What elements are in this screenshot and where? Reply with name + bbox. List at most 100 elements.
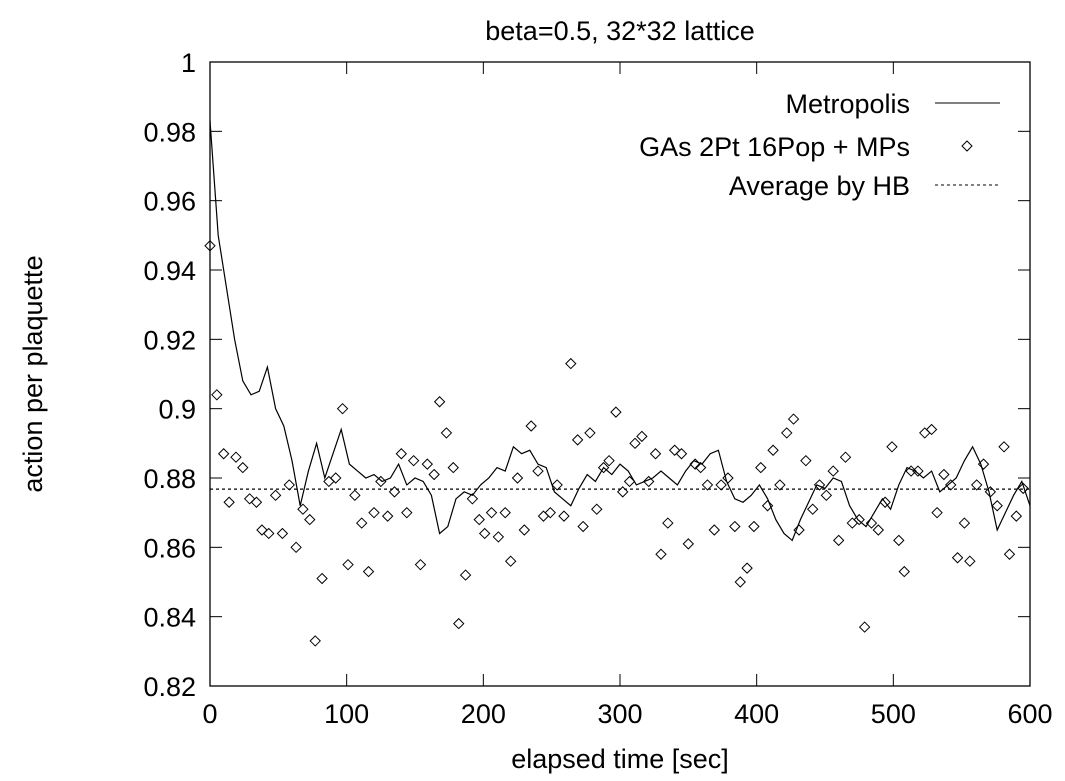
x-tick-label: 500 [871,699,916,729]
point [453,617,465,630]
point [414,558,427,571]
point [440,427,453,439]
point [362,565,375,578]
point [243,493,256,505]
point [304,513,316,526]
legend-label: GAs 2Pt 16Pop + MPs [639,132,910,162]
point [204,240,216,252]
point [499,506,511,519]
point [297,503,309,515]
point [407,454,420,467]
point [532,465,544,477]
point [806,503,819,515]
point [375,475,387,488]
point [571,434,584,446]
point [865,517,878,529]
point [938,468,950,481]
point [682,538,695,550]
point [800,454,812,467]
point [846,517,859,529]
y-axis-label: action per plaquette [18,255,48,492]
point [433,396,446,408]
point [893,534,905,547]
point [336,402,349,415]
point [518,524,531,536]
point [919,427,931,439]
point [421,458,434,470]
point [655,548,667,560]
point [597,461,610,474]
point [525,420,537,432]
point [662,517,674,529]
point [991,500,1003,512]
x-tick-label: 0 [202,699,217,729]
y-tick-label: 0.88 [143,464,196,494]
point [395,448,408,460]
point [741,562,753,574]
point [925,423,938,436]
point [708,524,721,536]
point [970,479,983,491]
x-tick-label: 600 [1007,699,1052,729]
point [701,479,714,491]
point [694,461,707,474]
y-tick-label: 0.92 [143,325,196,355]
x-tick-label: 100 [324,699,369,729]
point [642,475,655,488]
y-tick-label: 0.86 [143,533,196,563]
point [263,527,275,540]
point [447,461,459,474]
point [466,493,479,505]
point [729,520,741,533]
point [984,486,997,498]
point [603,454,615,467]
point [290,541,302,554]
point [755,461,767,474]
point [964,555,976,567]
point [636,430,648,443]
point [330,472,342,484]
point [715,479,727,491]
point [839,451,852,463]
point [675,448,688,460]
point [1010,510,1023,522]
x-tick-label: 200 [461,699,506,729]
legend-label: Metropolis [785,89,910,119]
point [577,520,589,533]
point [761,500,774,512]
point [591,503,603,515]
point [223,496,235,508]
point [511,472,524,484]
point [256,524,268,536]
point [610,406,622,418]
point [504,555,517,567]
point [912,465,924,477]
point [401,506,413,519]
y-tick-label: 0.9 [158,395,196,425]
point [485,506,498,519]
point [886,441,898,453]
point [1003,548,1016,560]
point [668,444,681,456]
point [977,458,990,470]
point [211,389,223,401]
point [879,496,891,508]
point [230,451,242,463]
point [858,621,871,633]
point [787,413,800,425]
point [689,458,701,470]
legend-label: Average by HB [729,171,910,201]
point [492,531,505,543]
point [820,489,833,502]
point [565,357,577,370]
y-tick-label: 0.84 [143,603,196,633]
point [813,479,826,491]
y-tick-label: 0.98 [143,117,196,147]
point [931,506,943,519]
point [473,513,485,526]
point [237,461,249,474]
point [649,448,662,460]
point [381,510,394,522]
point [478,527,491,540]
point [623,475,636,488]
